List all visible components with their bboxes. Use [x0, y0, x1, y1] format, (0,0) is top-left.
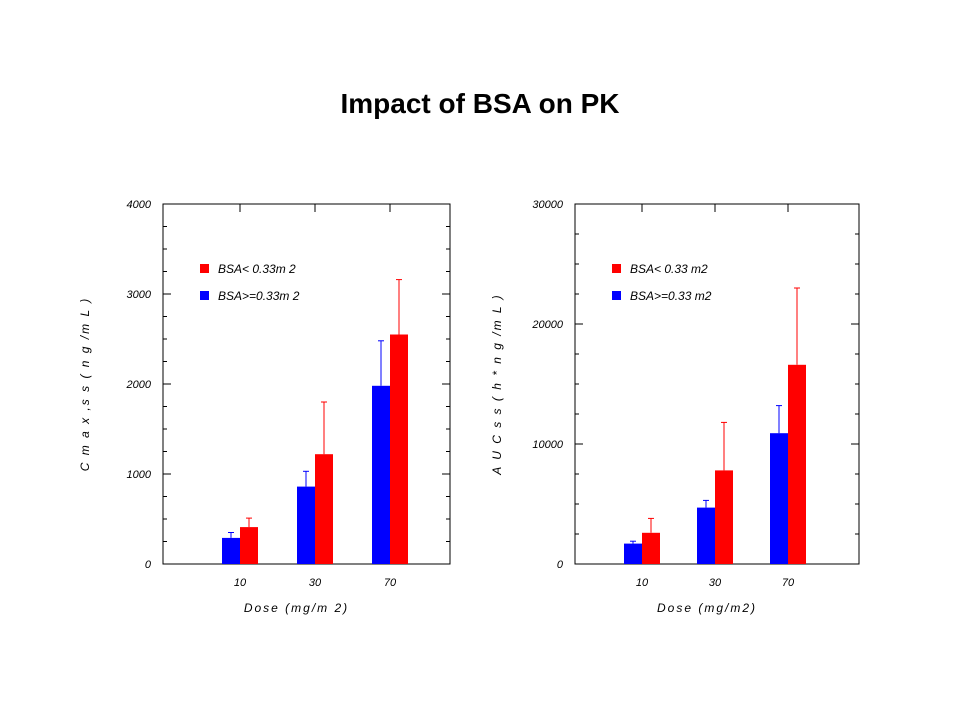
y-axis-label: C m a x ,s s ( n g /m L ): [78, 297, 92, 471]
x-tick-label: 10: [234, 577, 247, 589]
bar: [715, 470, 733, 564]
x-axis-label: Dose (mg/m2): [657, 601, 757, 615]
page-title: Impact of BSA on PK: [340, 88, 620, 119]
bar: [624, 543, 642, 564]
y-tick-label: 10000: [532, 439, 563, 451]
y-axis-label: A U C s s ( h * n g /m L ): [490, 293, 504, 475]
bar: [372, 385, 390, 564]
bar: [770, 433, 788, 564]
bar: [642, 532, 660, 564]
legend-swatch: [612, 264, 621, 273]
y-tick-label: 30000: [532, 199, 563, 211]
bar: [222, 537, 240, 564]
x-tick-label: 30: [309, 577, 322, 589]
bar: [297, 486, 315, 564]
y-tick-label: 0: [145, 559, 152, 571]
bar: [788, 364, 806, 564]
bar: [390, 334, 408, 564]
bar: [315, 454, 333, 564]
x-axis-label: Dose (mg/m 2): [244, 601, 349, 615]
legend-label: BSA< 0.33m 2: [218, 262, 296, 276]
legend-swatch: [200, 264, 209, 273]
legend-label: BSA>=0.33 m2: [630, 289, 712, 303]
legend-swatch: [200, 291, 209, 300]
legend-label: BSA< 0.33 m2: [630, 262, 708, 276]
x-tick-label: 30: [709, 577, 722, 589]
legend-swatch: [612, 291, 621, 300]
y-tick-label: 20000: [531, 319, 563, 331]
y-tick-label: 4000: [127, 199, 152, 211]
legend-label: BSA>=0.33m 2: [218, 289, 300, 303]
x-tick-label: 10: [636, 577, 649, 589]
bar: [240, 527, 258, 564]
y-tick-label: 0: [557, 559, 564, 571]
x-tick-label: 70: [782, 577, 795, 589]
y-tick-label: 1000: [127, 469, 152, 481]
x-tick-label: 70: [384, 577, 397, 589]
cmax-chart: 0 1000 2000 3000 4000 10 30 70 BSA< 0.33m 2 BSA>=…: [78, 199, 451, 615]
bar: [697, 507, 715, 564]
y-tick-label: 2000: [126, 379, 152, 391]
y-tick-label: 3000: [127, 289, 152, 301]
auc-chart: 0 10000 20000 30000 10 30 70 BSA< 0.33 m2 BSA>=0…: [490, 199, 860, 615]
